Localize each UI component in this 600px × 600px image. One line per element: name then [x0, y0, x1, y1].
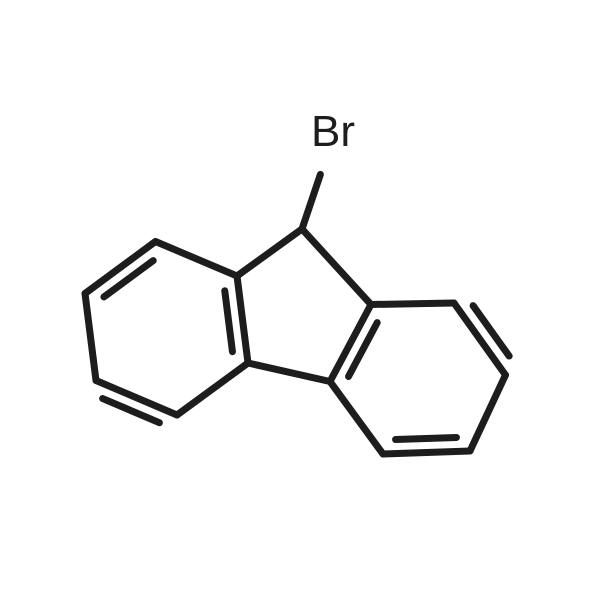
bond	[302, 229, 371, 305]
bond	[248, 363, 330, 382]
bond	[85, 294, 96, 381]
molecule-diagram: Br	[0, 0, 600, 600]
bond	[177, 363, 248, 415]
bond	[330, 382, 383, 455]
bond	[302, 174, 320, 229]
bond	[104, 261, 153, 297]
bond	[237, 229, 302, 276]
bond	[237, 276, 248, 363]
bond	[383, 451, 470, 454]
bond	[470, 375, 506, 451]
bond	[225, 291, 233, 352]
bond	[349, 323, 378, 377]
bond	[396, 437, 457, 439]
bond	[371, 303, 454, 305]
bond	[156, 242, 238, 277]
bond	[473, 306, 509, 356]
atom-label-br: Br	[311, 107, 355, 156]
